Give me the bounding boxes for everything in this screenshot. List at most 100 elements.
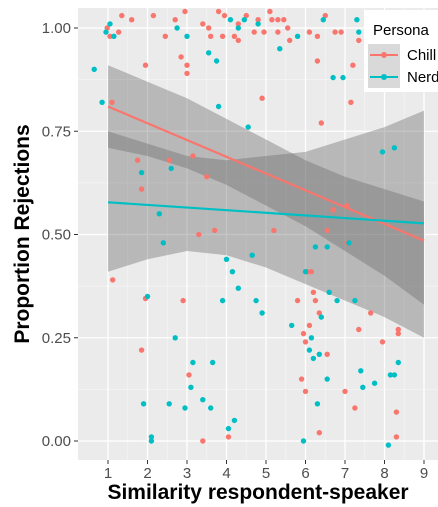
data-point-nerd: [330, 74, 336, 81]
data-point-nerd: [208, 405, 214, 411]
data-point-nerd: [140, 401, 147, 407]
data-point-chill: [138, 186, 145, 192]
ci-band-chill: [108, 65, 424, 305]
data-point-chill: [393, 434, 400, 440]
data-point-chill: [312, 297, 319, 304]
data-point-nerd: [172, 335, 178, 341]
data-point-chill: [285, 25, 291, 31]
data-point-chill: [235, 37, 241, 44]
data-point-chill: [330, 207, 336, 213]
data-point-chill: [182, 8, 188, 15]
data-point-nerd: [182, 405, 188, 411]
trend-line-nerd: [107, 201, 425, 225]
legend-point-nerd: [381, 74, 387, 80]
y-tick-label: 0.50: [42, 227, 71, 244]
data-point-chill: [116, 29, 122, 35]
data-point-chill: [298, 376, 305, 382]
data-point-chill: [208, 33, 214, 39]
data-point-chill: [225, 434, 232, 440]
data-point-chill: [251, 29, 257, 35]
data-point-chill: [316, 430, 322, 436]
data-point-chill: [119, 12, 125, 19]
data-point-nerd: [210, 359, 216, 366]
data-point-chill: [324, 227, 330, 234]
data-point-chill: [166, 157, 172, 163]
data-point-nerd: [231, 417, 238, 424]
data-point-nerd: [148, 438, 155, 444]
data-point-nerd: [312, 244, 319, 250]
data-point-nerd: [107, 21, 113, 27]
data-point-nerd: [324, 244, 330, 250]
data-point-nerd: [340, 74, 346, 81]
data-point-nerd: [219, 297, 226, 304]
x-tick-label: 2: [143, 465, 151, 482]
data-point-chill: [287, 37, 293, 44]
data-point-nerd: [200, 397, 206, 403]
data-point-nerd: [99, 99, 105, 106]
data-point-chill: [231, 33, 238, 39]
x-tick-label: 8: [380, 465, 388, 482]
data-point-nerd: [360, 384, 366, 390]
data-point-chill: [109, 99, 115, 106]
y-tick-label: 0.25: [42, 330, 71, 347]
legend-label-chill: Chill: [407, 47, 436, 64]
data-point-nerd: [356, 29, 362, 35]
data-point-chill: [300, 330, 307, 337]
data-point-nerd: [358, 368, 364, 374]
data-point-chill: [107, 33, 113, 39]
data-point-chill: [356, 37, 362, 44]
data-point-nerd: [255, 21, 261, 27]
data-point-chill: [356, 326, 362, 333]
data-point-chill: [348, 99, 354, 106]
data-point-chill: [178, 54, 184, 60]
data-point-nerd: [235, 285, 241, 291]
data-point-chill: [314, 58, 321, 64]
grid: [78, 8, 438, 460]
data-point-chill: [308, 269, 315, 275]
data-point-chill: [306, 29, 313, 35]
data-point-chill: [206, 25, 212, 31]
data-point-chill: [138, 347, 145, 353]
data-point-chill: [190, 153, 196, 159]
data-point-chill: [338, 29, 344, 35]
data-point-nerd: [206, 50, 212, 56]
data-point-nerd: [302, 269, 309, 275]
data-point-nerd: [395, 359, 401, 366]
x-tick-label: 4: [222, 465, 230, 482]
data-point-chill: [259, 95, 265, 101]
data-point-chill: [134, 157, 141, 163]
x-tick-label: 3: [183, 465, 191, 482]
data-point-chill: [281, 17, 287, 23]
data-point-nerd: [249, 252, 255, 258]
x-axis-ticks: 1 2 3 4 5 6 7 8 9: [104, 460, 428, 482]
data-point-nerd: [316, 351, 322, 357]
data-point-chill: [275, 17, 281, 23]
data-point-chill: [172, 17, 178, 23]
data-point-nerd: [259, 310, 265, 316]
y-tick-label: 0.00: [42, 433, 71, 450]
data-point-chill: [316, 310, 322, 316]
data-point-nerd: [225, 425, 232, 432]
data-point-nerd: [148, 434, 155, 440]
data-point-chill: [110, 277, 116, 283]
data-point-nerd: [174, 25, 180, 31]
data-point-nerd: [300, 438, 307, 444]
data-points: [91, 8, 401, 448]
data-point-chill: [212, 227, 218, 234]
data-point-chill: [235, 21, 241, 27]
data-point-nerd: [103, 29, 109, 35]
data-point-nerd: [314, 401, 321, 407]
data-point-nerd: [253, 297, 259, 304]
data-point-nerd: [371, 380, 378, 386]
x-tick-label: 1: [104, 465, 112, 482]
data-point-nerd: [138, 169, 145, 176]
data-point-chill: [322, 12, 328, 19]
data-point-nerd: [346, 240, 352, 246]
x-tick-label: 5: [262, 465, 270, 482]
data-point-nerd: [190, 359, 196, 366]
x-axis-title: Similarity respondent-speaker: [107, 481, 408, 504]
data-point-chill: [255, 17, 261, 23]
data-point-chill: [186, 372, 192, 378]
data-point-chill: [162, 33, 168, 39]
